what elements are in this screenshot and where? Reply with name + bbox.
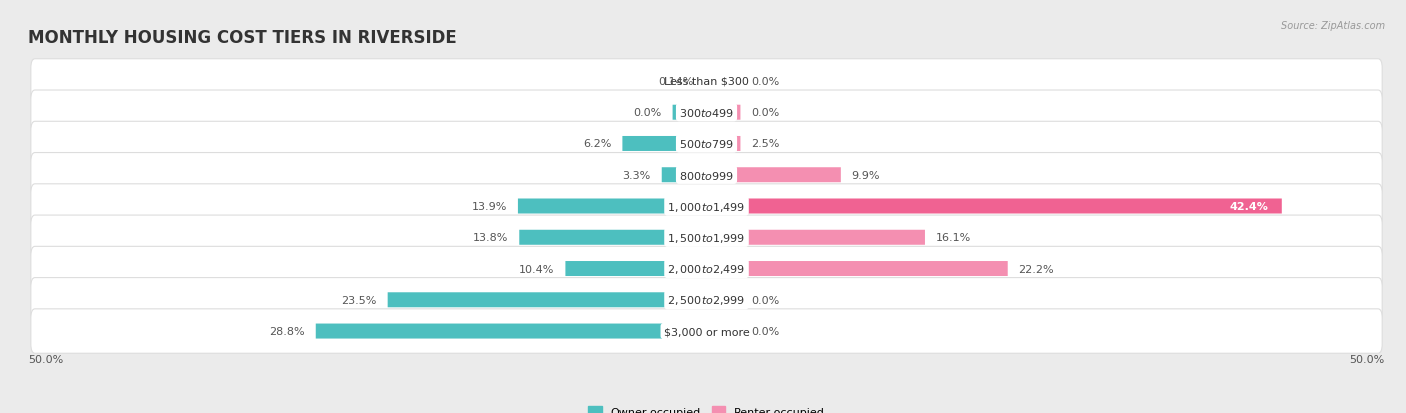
FancyBboxPatch shape	[31, 122, 1382, 166]
Text: 50.0%: 50.0%	[28, 355, 63, 365]
Text: 22.2%: 22.2%	[1018, 264, 1054, 274]
FancyBboxPatch shape	[388, 292, 707, 308]
FancyBboxPatch shape	[316, 324, 707, 339]
FancyBboxPatch shape	[519, 230, 707, 245]
Text: $800 to $999: $800 to $999	[679, 169, 734, 181]
Text: 23.5%: 23.5%	[342, 295, 377, 305]
FancyBboxPatch shape	[704, 74, 707, 89]
Text: 13.9%: 13.9%	[471, 202, 508, 211]
Text: 2.5%: 2.5%	[751, 139, 780, 149]
Text: 3.3%: 3.3%	[623, 170, 651, 180]
FancyBboxPatch shape	[707, 230, 925, 245]
FancyBboxPatch shape	[31, 184, 1382, 229]
FancyBboxPatch shape	[517, 199, 707, 214]
Text: $3,000 or more: $3,000 or more	[664, 326, 749, 336]
Text: $1,500 to $1,999: $1,500 to $1,999	[668, 231, 745, 244]
Text: $2,500 to $2,999: $2,500 to $2,999	[668, 294, 745, 306]
Text: 0.0%: 0.0%	[751, 77, 779, 87]
FancyBboxPatch shape	[662, 168, 707, 183]
FancyBboxPatch shape	[31, 59, 1382, 104]
Text: 0.0%: 0.0%	[751, 295, 779, 305]
Text: 16.1%: 16.1%	[936, 233, 972, 243]
FancyBboxPatch shape	[31, 153, 1382, 197]
Text: $500 to $799: $500 to $799	[679, 138, 734, 150]
FancyBboxPatch shape	[707, 74, 741, 89]
FancyBboxPatch shape	[707, 137, 741, 152]
Text: $300 to $499: $300 to $499	[679, 107, 734, 119]
FancyBboxPatch shape	[707, 168, 841, 183]
Text: Source: ZipAtlas.com: Source: ZipAtlas.com	[1281, 21, 1385, 31]
Text: $2,000 to $2,499: $2,000 to $2,499	[668, 262, 745, 275]
Text: 9.9%: 9.9%	[852, 170, 880, 180]
Text: 42.4%: 42.4%	[1229, 202, 1268, 211]
FancyBboxPatch shape	[31, 309, 1382, 354]
FancyBboxPatch shape	[31, 216, 1382, 260]
Text: 50.0%: 50.0%	[1350, 355, 1385, 365]
Text: MONTHLY HOUSING COST TIERS IN RIVERSIDE: MONTHLY HOUSING COST TIERS IN RIVERSIDE	[28, 29, 457, 47]
FancyBboxPatch shape	[707, 105, 741, 121]
Legend: Owner-occupied, Renter-occupied: Owner-occupied, Renter-occupied	[583, 401, 830, 413]
Text: 0.14%: 0.14%	[658, 77, 693, 87]
Text: 10.4%: 10.4%	[519, 264, 554, 274]
FancyBboxPatch shape	[707, 324, 741, 339]
Text: 0.0%: 0.0%	[751, 326, 779, 336]
FancyBboxPatch shape	[31, 278, 1382, 322]
FancyBboxPatch shape	[707, 292, 741, 308]
Text: $1,000 to $1,499: $1,000 to $1,499	[668, 200, 745, 213]
Text: 0.0%: 0.0%	[634, 108, 662, 118]
FancyBboxPatch shape	[565, 261, 707, 276]
FancyBboxPatch shape	[707, 261, 1008, 276]
FancyBboxPatch shape	[623, 137, 707, 152]
Text: 28.8%: 28.8%	[270, 326, 305, 336]
Text: 13.8%: 13.8%	[472, 233, 509, 243]
Text: 0.0%: 0.0%	[751, 108, 779, 118]
FancyBboxPatch shape	[31, 91, 1382, 135]
FancyBboxPatch shape	[707, 199, 1282, 214]
Text: 6.2%: 6.2%	[583, 139, 612, 149]
FancyBboxPatch shape	[31, 247, 1382, 291]
Text: Less than $300: Less than $300	[664, 77, 749, 87]
FancyBboxPatch shape	[672, 105, 707, 121]
